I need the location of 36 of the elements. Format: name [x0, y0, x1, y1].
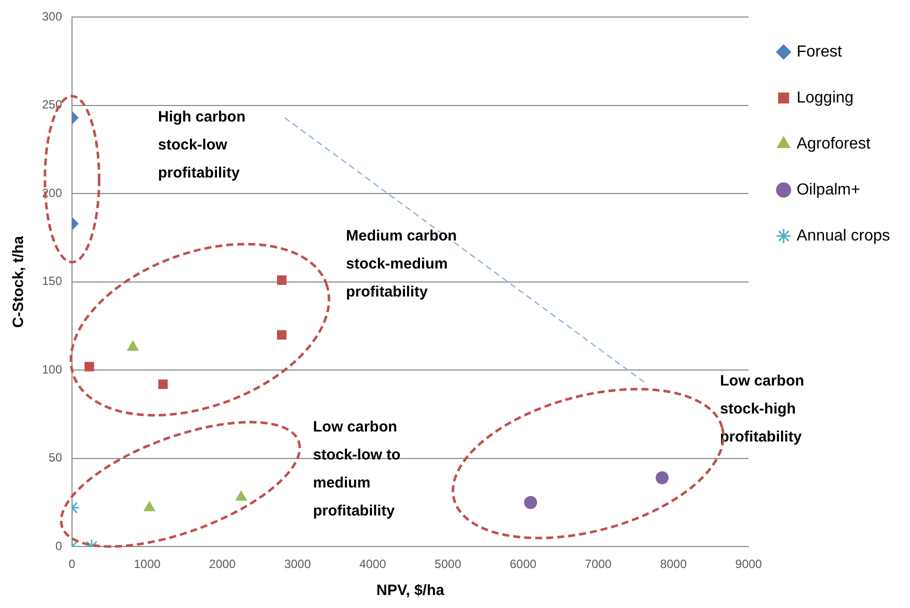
- y-tick-label: 50: [48, 450, 62, 465]
- y-tick-label: 100: [42, 362, 62, 376]
- x-tick-label: 7000: [584, 557, 612, 572]
- point: [144, 501, 156, 512]
- annotation: Low carbon stock-low to medium profitability: [313, 418, 401, 520]
- x-tick-label: 9000: [735, 557, 762, 572]
- legend-label: Annual crops: [796, 227, 890, 244]
- point: [277, 330, 287, 340]
- x-tick-label: 0: [68, 557, 76, 572]
- legend-label: Agroforest: [796, 135, 871, 152]
- x-tick-label: 4000: [359, 557, 386, 572]
- x-tick-label: 6000: [510, 557, 537, 572]
- x-tick-label: 3000: [284, 557, 312, 572]
- legend-label: Oilpalm+: [796, 181, 860, 198]
- x-axis-title: NPV, $/ha: [376, 582, 445, 600]
- y-tick-label: 300: [42, 10, 62, 24]
- annotation: Low carbon stock-high profitability: [720, 372, 804, 446]
- y-axis-title: C-Stock, t/ha: [10, 235, 28, 328]
- point: [127, 340, 139, 351]
- point: [656, 471, 669, 484]
- x-tick-label: 2000: [209, 557, 236, 572]
- x-tick-label: 5000: [434, 557, 462, 572]
- point: [277, 275, 287, 285]
- point: [524, 496, 538, 509]
- x-tick-label: 8000: [660, 557, 688, 572]
- y-tick-label: 0: [55, 538, 62, 553]
- y-tick-label: 250: [42, 98, 62, 112]
- point: [235, 490, 247, 501]
- point: [84, 362, 94, 372]
- annotation: High carbon stock-low profitability: [158, 108, 246, 182]
- annotation: Medium carbon stock-medium profitability: [346, 228, 457, 301]
- legend-label: Logging: [796, 89, 854, 106]
- x-tick-label: 1000: [134, 557, 161, 572]
- y-tick-label: 150: [42, 274, 62, 288]
- point: [158, 380, 168, 389]
- legend-label: Forest: [796, 43, 843, 60]
